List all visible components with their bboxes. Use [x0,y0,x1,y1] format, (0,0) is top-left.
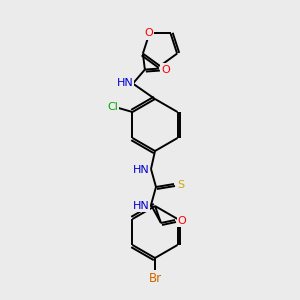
Text: HN: HN [133,165,149,175]
Text: O: O [161,64,170,75]
Text: Br: Br [148,272,162,284]
Text: S: S [177,179,184,190]
Text: HN: HN [116,78,133,88]
Text: Cl: Cl [107,102,118,112]
Text: HN: HN [133,201,149,211]
Text: O: O [144,28,153,38]
Text: O: O [178,215,186,226]
